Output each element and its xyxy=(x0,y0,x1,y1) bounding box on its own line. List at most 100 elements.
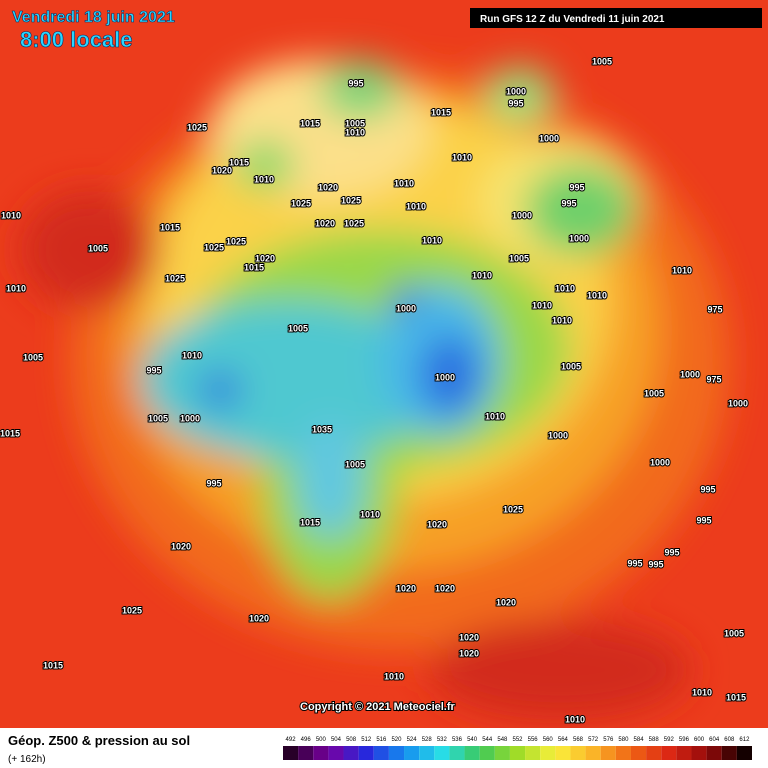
pressure-label: 1010 xyxy=(552,315,572,325)
scale-swatch xyxy=(585,746,601,760)
scale-swatch xyxy=(646,746,662,760)
scale-label: 508 xyxy=(346,737,357,743)
scale-swatch xyxy=(283,746,299,760)
pressure-label: 1025 xyxy=(503,504,523,514)
pressure-label: 1010 xyxy=(6,283,26,293)
pressure-label: 995 xyxy=(627,558,642,568)
pressure-label: 995 xyxy=(700,484,715,494)
pressure-label: 1005 xyxy=(561,361,581,371)
pressure-label: 1015 xyxy=(300,118,320,128)
pressure-label: 1020 xyxy=(396,583,416,593)
pressure-label: 1010 xyxy=(360,509,380,519)
pressure-label: 995 xyxy=(508,98,523,108)
scale-swatch xyxy=(434,746,450,760)
scale-swatch xyxy=(343,746,359,760)
pressure-label: 1020 xyxy=(318,182,338,192)
pressure-label: 1005 xyxy=(345,459,365,469)
scale-swatch xyxy=(736,746,752,760)
pressure-label: 1005 xyxy=(644,388,664,398)
pressure-label: 1010 xyxy=(406,201,426,211)
scale-label: 600 xyxy=(694,737,705,743)
pressure-label: 1010 xyxy=(485,411,505,421)
scale-label: 608 xyxy=(724,737,735,743)
scale-swatch xyxy=(358,746,374,760)
scale-label: 592 xyxy=(664,737,675,743)
scale-label: 604 xyxy=(709,737,720,743)
scale-label: 568 xyxy=(573,737,584,743)
scale-swatch xyxy=(298,746,314,760)
scale-label: 536 xyxy=(452,737,463,743)
scale-label: 596 xyxy=(679,737,690,743)
pressure-label: 1010 xyxy=(345,127,365,137)
pressure-label: 1010 xyxy=(532,300,552,310)
pressure-label: 1025 xyxy=(187,122,207,132)
scale-swatch xyxy=(479,746,495,760)
scale-swatch xyxy=(419,746,435,760)
pressure-label: 1010 xyxy=(384,671,404,681)
pressure-label: 1000 xyxy=(728,398,748,408)
scale-label: 576 xyxy=(603,737,614,743)
pressure-label: 995 xyxy=(648,559,663,569)
scale-label: 580 xyxy=(618,737,629,743)
pressure-label: 1025 xyxy=(122,605,142,615)
scale-label: 548 xyxy=(497,737,508,743)
scale-label: 528 xyxy=(422,737,433,743)
pressure-label: 1020 xyxy=(171,541,191,551)
scale-swatch xyxy=(494,746,510,760)
scale-swatch xyxy=(721,746,737,760)
pressure-label: 1010 xyxy=(394,178,414,188)
pressure-label: 1010 xyxy=(1,210,21,220)
pressure-label: 1000 xyxy=(548,430,568,440)
scale-swatch xyxy=(373,746,389,760)
copyright: Copyright © 2021 Meteociel.fr xyxy=(300,701,456,713)
scale-swatch xyxy=(509,746,526,760)
scale-label: 584 xyxy=(634,737,645,743)
pressure-label: 1025 xyxy=(341,195,361,205)
pressure-label: 1005 xyxy=(592,56,612,66)
scale-label: 556 xyxy=(528,737,539,743)
pressure-label: 1010 xyxy=(254,174,274,184)
scale-label: 492 xyxy=(286,737,297,743)
pressure-label: 1010 xyxy=(672,265,692,275)
pressure-label: 1005 xyxy=(148,413,168,423)
pressure-label: 1035 xyxy=(312,424,332,434)
pressure-label: 1005 xyxy=(88,243,108,253)
pressure-label: 1015 xyxy=(0,428,20,438)
scale-label: 512 xyxy=(361,737,372,743)
pressure-label: 1010 xyxy=(555,283,575,293)
pressure-label: 995 xyxy=(696,515,711,525)
pressure-label: 1010 xyxy=(692,687,712,697)
scale-swatch xyxy=(600,746,616,760)
pressure-label: 1020 xyxy=(255,253,275,263)
pressure-label: 1020 xyxy=(212,165,232,175)
pressure-label: 1020 xyxy=(249,613,269,623)
scale-label: 544 xyxy=(482,737,493,743)
pressure-label: 995 xyxy=(569,182,584,192)
pressure-label: 1025 xyxy=(226,236,246,246)
run-box xyxy=(470,8,762,28)
scale-label: 532 xyxy=(437,737,448,743)
scale-swatch xyxy=(313,746,329,760)
date: Vendredi 18 juin 2021 xyxy=(12,9,175,26)
pressure-label: 1010 xyxy=(452,152,472,162)
pressure-label: 1010 xyxy=(422,235,442,245)
pressure-label: 1000 xyxy=(396,303,416,313)
pressure-label: 1025 xyxy=(291,198,311,208)
pressure-label: 1025 xyxy=(165,273,185,283)
scale-label: 524 xyxy=(407,737,418,743)
pressure-label: 1015 xyxy=(431,107,451,117)
scale-label: 564 xyxy=(558,737,569,743)
scale-label: 572 xyxy=(588,737,599,743)
scale-label: 520 xyxy=(391,737,402,743)
color-scale: 492 496 500 504 508 512 516 520 524 528 532 536 540 5… xyxy=(283,737,752,760)
footer-lead: (+ 162h) xyxy=(8,754,46,765)
pressure-label: 1000 xyxy=(180,413,200,423)
geopotential-field xyxy=(20,60,730,720)
scale-swatch xyxy=(661,746,677,760)
pressure-label: 1010 xyxy=(565,714,585,724)
pressure-label: 1015 xyxy=(229,157,249,167)
scale-swatch xyxy=(615,746,631,760)
scale-label: 560 xyxy=(543,737,554,743)
